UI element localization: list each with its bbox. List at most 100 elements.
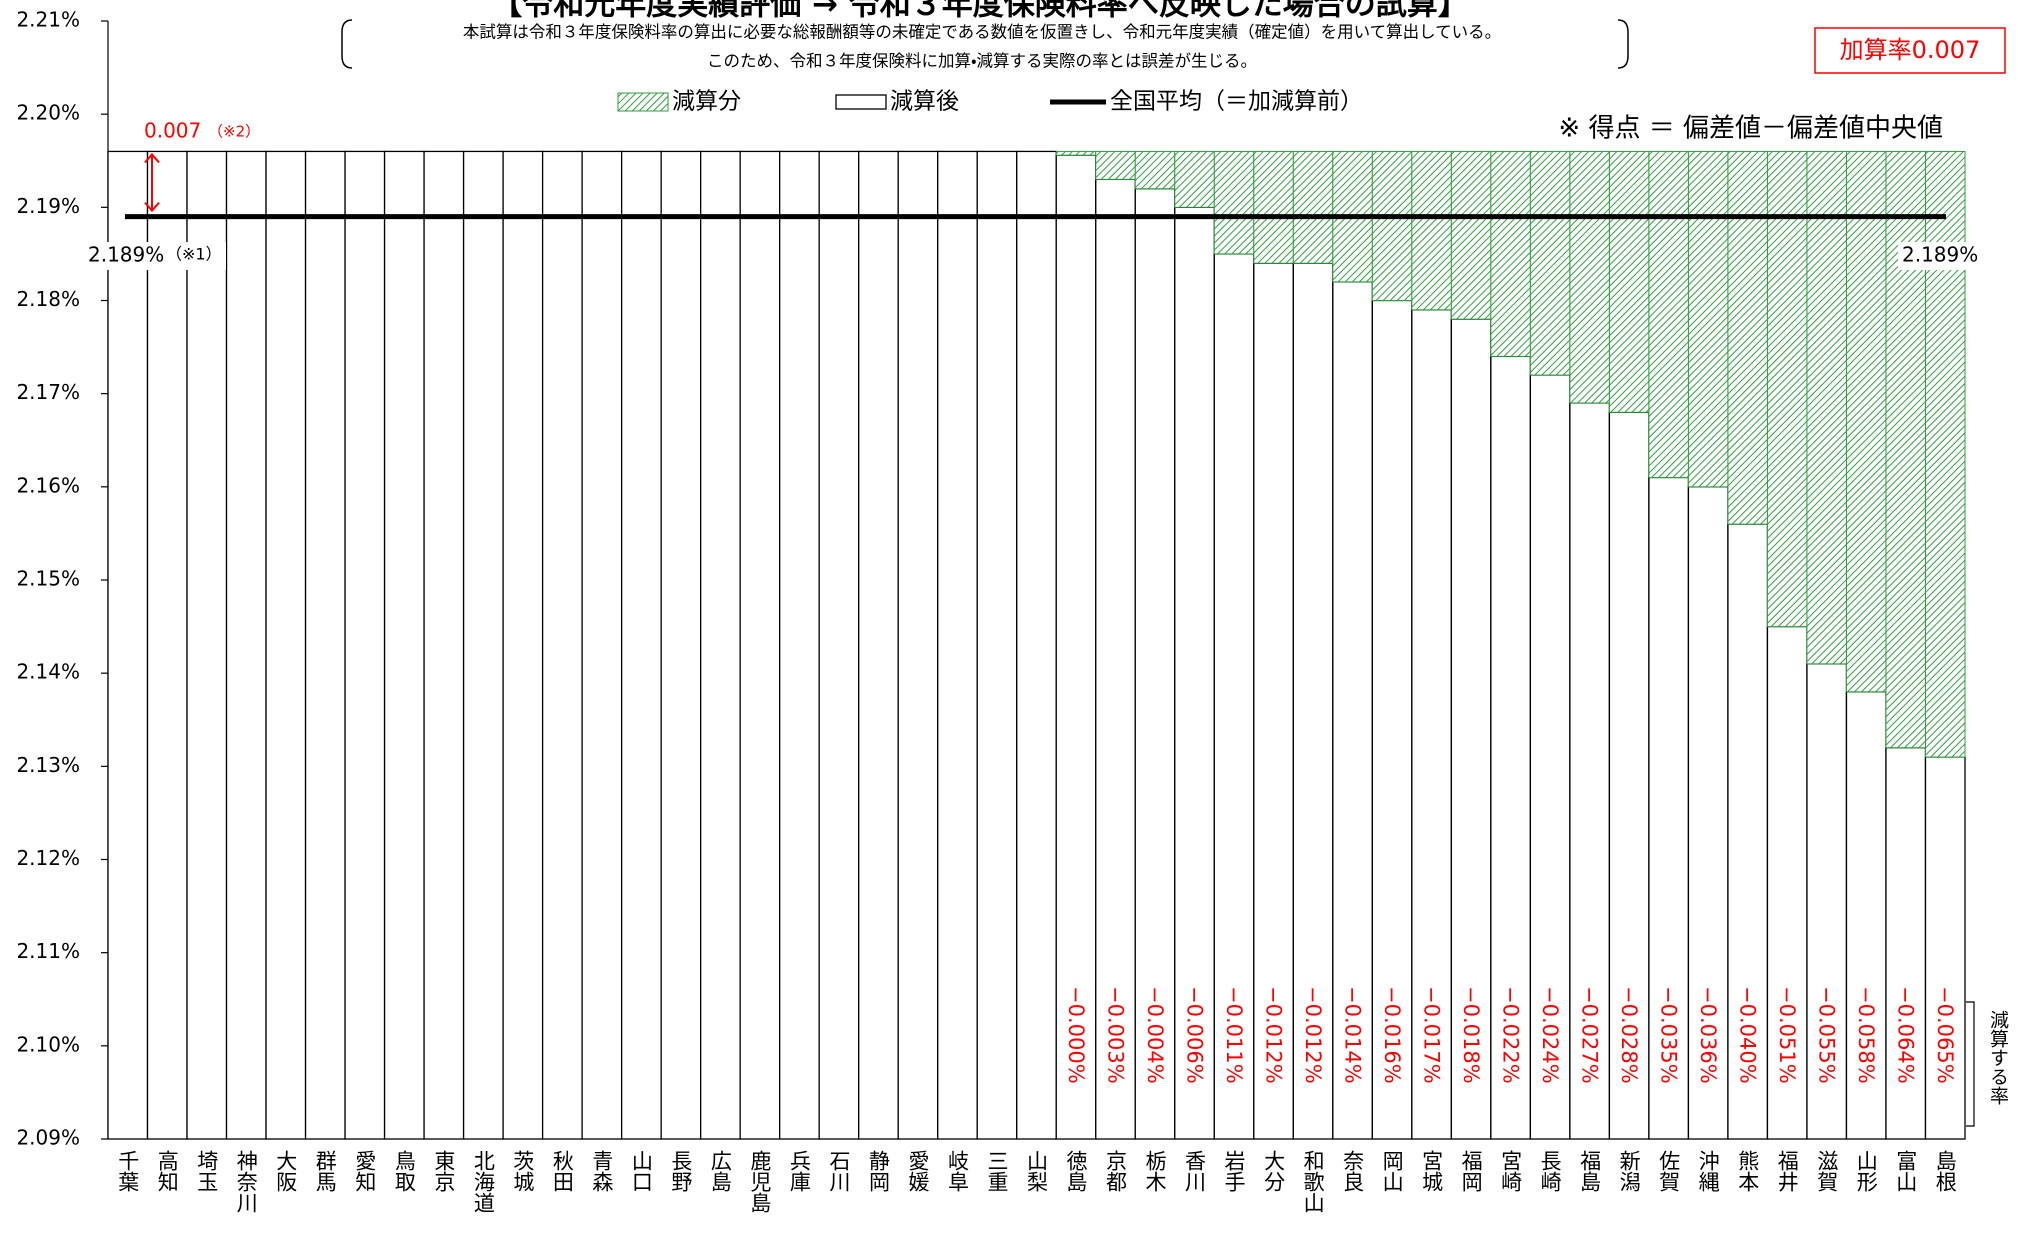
bar [818, 150, 860, 1140]
bar [1490, 355, 1532, 1140]
reduction-segment [1885, 150, 1926, 749]
badge-box [1814, 27, 2006, 74]
x-tick-label: 島根 [1933, 1150, 1957, 1192]
bar [383, 150, 425, 1140]
bar [581, 150, 623, 1140]
reduction-segment [1648, 150, 1689, 479]
reduction-segment [1529, 150, 1571, 376]
x-tick-label: 北海道 [471, 1150, 495, 1213]
x-tick-label: 茨城 [511, 1150, 535, 1192]
x-tick-label: 山口 [629, 1150, 653, 1192]
bar [1332, 281, 1373, 1140]
reduction-segment [1213, 150, 1255, 255]
legend-swatch [835, 94, 887, 110]
reduction-segment [1095, 150, 1136, 180]
value-label: −0.012% [1262, 986, 1286, 1084]
x-tick-label: 沖縄 [1696, 1150, 1720, 1192]
bar [1845, 691, 1887, 1140]
bracket [341, 19, 353, 69]
bar [700, 150, 741, 1140]
bar [1016, 150, 1057, 1140]
x-tick-label: 千葉 [116, 1150, 140, 1192]
y-tick-label: 2.18% [16, 287, 80, 311]
x-tick-label: 長崎 [1538, 1150, 1562, 1192]
legend-label: 全国平均（＝加減算前） [1110, 89, 1363, 115]
bar [1569, 402, 1611, 1140]
y-tick-label: 2.10% [16, 1032, 80, 1056]
y-tick-label: 2.09% [16, 1126, 80, 1150]
reduction-segment [1845, 150, 1887, 693]
value-label: −0.003% [1104, 986, 1128, 1084]
bar [344, 150, 386, 1140]
x-tick-label: 岐阜 [945, 1150, 969, 1192]
x-tick-label: 兵庫 [787, 1150, 811, 1192]
y-tick-label: 2.20% [16, 101, 80, 125]
bar [107, 150, 149, 1140]
bar [1095, 178, 1136, 1140]
x-tick-label: 岡山 [1380, 1150, 1404, 1192]
x-tick-label: 京都 [1104, 1150, 1128, 1192]
badge: 加算率0.007 [1840, 36, 1981, 64]
subtitle: 本試算は令和３年度保険料率の算出に必要な総報酬額等の未確定である数値を仮置きし、… [463, 23, 1501, 42]
x-tick-label: 宮城 [1420, 1150, 1444, 1192]
addition-note: （※2） [208, 123, 260, 141]
bar [146, 150, 188, 1140]
y-tick-label: 2.12% [16, 846, 80, 870]
reduction-segment [1055, 150, 1097, 156]
addition-arrow [144, 152, 160, 213]
value-label: −0.027% [1578, 986, 1602, 1084]
bar [1450, 318, 1492, 1140]
y-tick-label: 2.21% [16, 8, 80, 32]
y-tick-label: 2.11% [16, 939, 80, 963]
x-tick-label: 群馬 [313, 1150, 337, 1192]
reduction-segment [1134, 150, 1176, 190]
x-tick-label: 埼玉 [195, 1150, 219, 1192]
bar [541, 150, 583, 1140]
x-tick-label: 熊本 [1736, 1150, 1760, 1192]
value-label: −0.016% [1380, 986, 1404, 1084]
x-tick-label: 福井 [1775, 1150, 1799, 1192]
average-note: （※1） [166, 245, 222, 264]
label-bg [1898, 242, 1978, 270]
x-tick-label: 愛知 [353, 1150, 377, 1192]
reduction-segment [1766, 150, 1808, 628]
x-tick-label: 大分 [1262, 1150, 1286, 1192]
x-tick-label: 高知 [155, 1150, 179, 1192]
addition-label: 0.007 [144, 119, 201, 143]
x-tick-label: 山形 [1854, 1150, 1878, 1192]
reduction-segment [1253, 150, 1294, 264]
x-tick-label: 愛媛 [906, 1150, 930, 1192]
bar [620, 150, 662, 1140]
value-label: −0.011% [1222, 986, 1246, 1084]
reduction-segment [1569, 150, 1610, 404]
bar [1924, 756, 1966, 1140]
bar [1371, 299, 1413, 1140]
x-tick-label: 三重 [985, 1150, 1009, 1192]
value-label: −0.064% [1894, 986, 1918, 1084]
value-label: −0.022% [1499, 986, 1523, 1084]
bar [265, 150, 307, 1140]
reduction-segment [1608, 150, 1650, 413]
x-tick-label: 佐賀 [1657, 1150, 1681, 1192]
legend-label: 減算後 [890, 89, 959, 115]
value-label: −0.004% [1143, 986, 1167, 1084]
y-tick-label: 2.15% [16, 567, 80, 591]
reduction-segment [1450, 150, 1492, 320]
y-tick-label: 2.16% [16, 473, 80, 497]
bar [423, 150, 465, 1140]
x-tick-label: 滋賀 [1815, 1150, 1839, 1192]
x-tick-label: 秋田 [550, 1150, 574, 1192]
bar [1608, 411, 1650, 1140]
bar [858, 150, 899, 1140]
legend-swatch [617, 92, 669, 112]
x-tick-label: 青森 [590, 1150, 614, 1192]
reduction-segment [1292, 150, 1334, 264]
value-label: −0.000% [1064, 986, 1088, 1084]
x-tick-label: 鹿児島 [748, 1150, 772, 1213]
bar [1727, 523, 1769, 1140]
x-tick-label: 岩手 [1222, 1150, 1246, 1192]
value-label: −0.036% [1696, 986, 1720, 1084]
x-tick-label: 福島 [1578, 1150, 1602, 1192]
